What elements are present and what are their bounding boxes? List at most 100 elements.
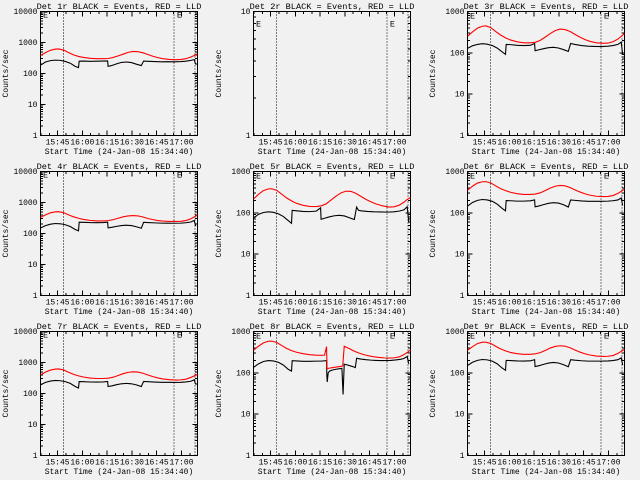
panel-det-9r: Det 9r BLACK = Events, RED = LLD 1 10 100 10… — [429, 322, 628, 477]
axes — [466, 171, 625, 296]
series-lld — [40, 368, 198, 381]
x-tick-label: 16:45 — [145, 298, 169, 307]
y-tick-label: 1000 — [18, 359, 37, 368]
x-tick-label: 16:45 — [358, 298, 382, 307]
x-tick-label: 16:15 — [308, 458, 332, 467]
x-tick-label: 16:00 — [497, 458, 521, 467]
x-tick-label: 16:15 — [95, 138, 119, 147]
x-axis-title: Start Time (24-Jan-08 15:34:40) — [45, 468, 194, 477]
y-tick-label: 10 — [28, 101, 38, 110]
eclipse-marker-label: E — [603, 12, 608, 22]
series-group — [467, 181, 625, 212]
y-tick-label: 1 — [33, 132, 38, 141]
eclipse-marker-label: E — [177, 11, 182, 21]
series-events — [253, 355, 410, 395]
y-axis-title: Counts/sec — [429, 49, 438, 97]
series-group — [40, 211, 198, 232]
panel-det-3r: Det 3r BLACK = Events, RED = LLD 1 10 100 10… — [429, 2, 628, 157]
x-tick-label: 15:45 — [46, 458, 70, 467]
y-axis-title: Counts/sec — [215, 369, 224, 417]
x-tick-label: 16:15 — [522, 138, 546, 147]
x-tick-label: 16:00 — [70, 458, 94, 467]
y-tick-label: 1000 — [232, 328, 251, 337]
x-tick-label: 17:00 — [383, 458, 407, 467]
panel-title: Det 8r BLACK = Events, RED = LLD — [250, 322, 415, 332]
x-tick-label: 17:00 — [596, 298, 620, 307]
eclipse-marker-label: E — [43, 331, 48, 341]
eclipse-marker-label: E — [390, 332, 395, 342]
y-axis-title: Counts/sec — [215, 49, 224, 97]
y-axis-title: Counts/sec — [215, 209, 224, 257]
y-tick-label: 1 — [459, 452, 464, 461]
x-axis-title: Start Time (24-Jan-08 15:34:40) — [45, 308, 194, 317]
panel-det-6r: Det 6r BLACK = Events, RED = LLD 1 10 100 10… — [429, 162, 628, 317]
y-tick-label: 10000 — [14, 168, 38, 177]
y-tick-label: 10 — [241, 411, 251, 420]
panel-title: Det 1r BLACK = Events, RED = LLD — [37, 2, 202, 12]
x-tick-label: 16:00 — [497, 138, 521, 147]
x-tick-label: 17:00 — [383, 138, 407, 147]
x-tick-label: 16:30 — [547, 458, 571, 467]
x-axis-title: Start Time (24-Jan-08 15:34:40) — [471, 148, 620, 157]
x-tick-label: 16:30 — [333, 458, 357, 467]
x-tick-label: 16:30 — [120, 138, 144, 147]
eclipse-marker-label: E — [470, 12, 475, 22]
axes — [253, 11, 412, 136]
series-events — [467, 197, 623, 212]
series-lld — [253, 340, 411, 370]
series-lld — [40, 48, 198, 61]
panel-title: Det 2r BLACK = Events, RED = LLD — [250, 2, 415, 12]
y-tick-label: 100 — [450, 49, 465, 58]
y-tick-label: 100 — [450, 369, 465, 378]
panel-title: Det 6r BLACK = Events, RED = LLD — [463, 162, 628, 172]
x-tick-label: 16:15 — [522, 298, 546, 307]
x-tick-label: 16:15 — [522, 458, 546, 467]
panel-title: Det 5r BLACK = Events, RED = LLD — [250, 162, 415, 172]
series-lld — [467, 181, 625, 198]
y-axis-title: Counts/sec — [2, 369, 11, 417]
y-tick-label: 10 — [455, 411, 465, 420]
y-tick-label: 1 — [459, 132, 464, 141]
x-tick-label: 16:15 — [308, 298, 332, 307]
x-tick-label: 16:45 — [145, 138, 169, 147]
y-tick-label: 1 — [33, 292, 38, 301]
x-tick-label: 16:00 — [497, 298, 521, 307]
eclipse-marker-label: E — [603, 172, 608, 182]
x-tick-label: 16:30 — [120, 458, 144, 467]
series-lld — [467, 341, 625, 357]
eclipse-marker-label: E — [390, 172, 395, 182]
series-group — [40, 48, 198, 69]
x-tick-label: 16:00 — [70, 138, 94, 147]
y-tick-label: 1000 — [445, 8, 464, 17]
y-tick-label: 10 — [241, 8, 251, 17]
eclipse-marker-label: E — [470, 332, 475, 342]
panel-title: Det 9r BLACK = Events, RED = LLD — [463, 322, 628, 332]
y-tick-label: 10000 — [14, 8, 38, 17]
x-tick-label: 15:45 — [259, 298, 283, 307]
y-tick-label: 1 — [246, 452, 251, 461]
panel-det-2r: Det 2r BLACK = Events, RED = LLD 1 10 15:45… — [215, 2, 415, 157]
y-tick-label: 1 — [246, 132, 251, 141]
x-tick-label: 16:15 — [95, 458, 119, 467]
series-group — [253, 340, 411, 395]
x-tick-label: 16:45 — [358, 138, 382, 147]
x-tick-label: 16:45 — [358, 458, 382, 467]
x-tick-label: 17:00 — [383, 298, 407, 307]
y-tick-label: 100 — [236, 209, 251, 218]
y-axis-title: Counts/sec — [429, 369, 438, 417]
eclipse-marker-label: E — [177, 171, 182, 181]
y-axis-title: Counts/sec — [2, 209, 11, 257]
y-tick-label: 10 — [455, 91, 465, 100]
y-tick-label: 10 — [28, 421, 38, 430]
y-tick-label: 1000 — [445, 168, 464, 177]
x-axis-title: Start Time (24-Jan-08 15:34:40) — [258, 308, 407, 317]
x-axis-title: Start Time (24-Jan-08 15:34:40) — [258, 148, 407, 157]
x-axis-title: Start Time (24-Jan-08 15:34:40) — [258, 468, 407, 477]
series-events — [253, 205, 410, 225]
series-events — [467, 357, 623, 372]
y-tick-label: 1000 — [18, 199, 37, 208]
series-group — [253, 188, 411, 225]
x-tick-label: 16:00 — [284, 298, 308, 307]
x-tick-label: 15:45 — [46, 298, 70, 307]
